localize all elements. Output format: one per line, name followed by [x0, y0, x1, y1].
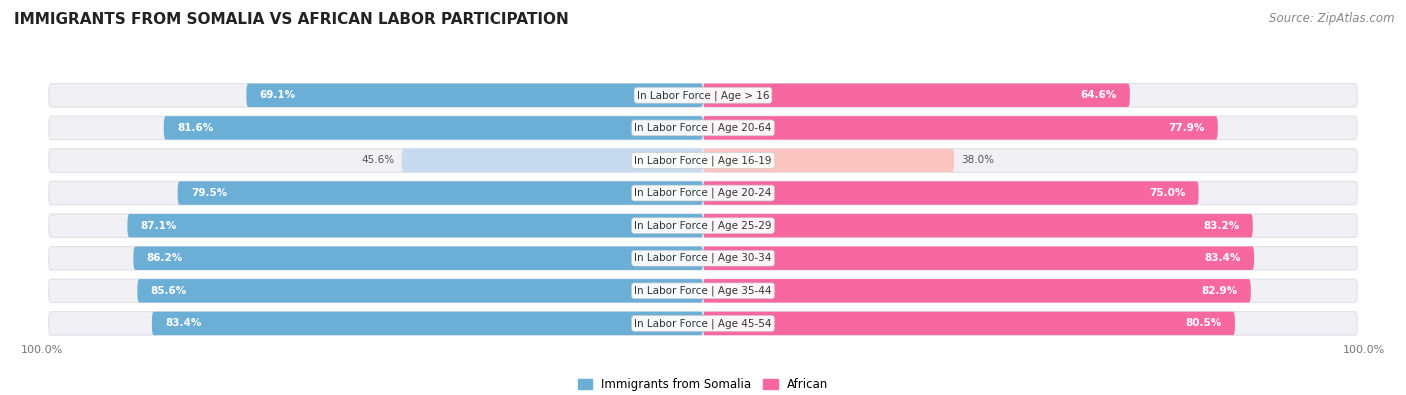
Text: In Labor Force | Age 45-54: In Labor Force | Age 45-54 [634, 318, 772, 329]
FancyBboxPatch shape [703, 246, 1254, 270]
Text: 75.0%: 75.0% [1149, 188, 1185, 198]
Text: 64.6%: 64.6% [1080, 90, 1116, 100]
FancyBboxPatch shape [703, 84, 1130, 107]
FancyBboxPatch shape [703, 214, 1253, 237]
Text: In Labor Force | Age 20-64: In Labor Force | Age 20-64 [634, 122, 772, 133]
FancyBboxPatch shape [703, 279, 1251, 303]
FancyBboxPatch shape [246, 84, 703, 107]
FancyBboxPatch shape [402, 149, 703, 172]
Text: 86.2%: 86.2% [146, 253, 183, 263]
FancyBboxPatch shape [177, 181, 703, 205]
FancyBboxPatch shape [152, 312, 703, 335]
Text: IMMIGRANTS FROM SOMALIA VS AFRICAN LABOR PARTICIPATION: IMMIGRANTS FROM SOMALIA VS AFRICAN LABOR… [14, 12, 569, 27]
Text: 87.1%: 87.1% [141, 221, 177, 231]
FancyBboxPatch shape [703, 181, 1198, 205]
Text: 77.9%: 77.9% [1168, 123, 1205, 133]
Text: 83.4%: 83.4% [165, 318, 201, 328]
FancyBboxPatch shape [49, 279, 1357, 303]
FancyBboxPatch shape [49, 214, 1357, 237]
Text: 81.6%: 81.6% [177, 123, 214, 133]
Text: In Labor Force | Age 35-44: In Labor Force | Age 35-44 [634, 286, 772, 296]
Text: 83.4%: 83.4% [1205, 253, 1241, 263]
FancyBboxPatch shape [703, 312, 1234, 335]
FancyBboxPatch shape [703, 116, 1218, 139]
FancyBboxPatch shape [49, 181, 1357, 205]
Text: In Labor Force | Age 25-29: In Labor Force | Age 25-29 [634, 220, 772, 231]
FancyBboxPatch shape [49, 246, 1357, 270]
FancyBboxPatch shape [49, 84, 1357, 107]
FancyBboxPatch shape [49, 149, 1357, 172]
Text: 38.0%: 38.0% [960, 156, 994, 166]
Text: In Labor Force | Age 30-34: In Labor Force | Age 30-34 [634, 253, 772, 263]
FancyBboxPatch shape [49, 116, 1357, 139]
Text: 82.9%: 82.9% [1202, 286, 1237, 296]
FancyBboxPatch shape [128, 214, 703, 237]
Text: 69.1%: 69.1% [260, 90, 295, 100]
Text: Source: ZipAtlas.com: Source: ZipAtlas.com [1270, 12, 1395, 25]
FancyBboxPatch shape [138, 279, 703, 303]
FancyBboxPatch shape [163, 116, 703, 139]
Text: 85.6%: 85.6% [150, 286, 187, 296]
Text: 83.2%: 83.2% [1204, 221, 1240, 231]
FancyBboxPatch shape [703, 149, 955, 172]
Legend: Immigrants from Somalia, African: Immigrants from Somalia, African [578, 378, 828, 391]
Text: In Labor Force | Age > 16: In Labor Force | Age > 16 [637, 90, 769, 101]
Text: 79.5%: 79.5% [191, 188, 228, 198]
Text: 45.6%: 45.6% [361, 156, 395, 166]
Text: In Labor Force | Age 20-24: In Labor Force | Age 20-24 [634, 188, 772, 198]
FancyBboxPatch shape [49, 312, 1357, 335]
Text: In Labor Force | Age 16-19: In Labor Force | Age 16-19 [634, 155, 772, 166]
Text: 80.5%: 80.5% [1185, 318, 1222, 328]
FancyBboxPatch shape [134, 246, 703, 270]
